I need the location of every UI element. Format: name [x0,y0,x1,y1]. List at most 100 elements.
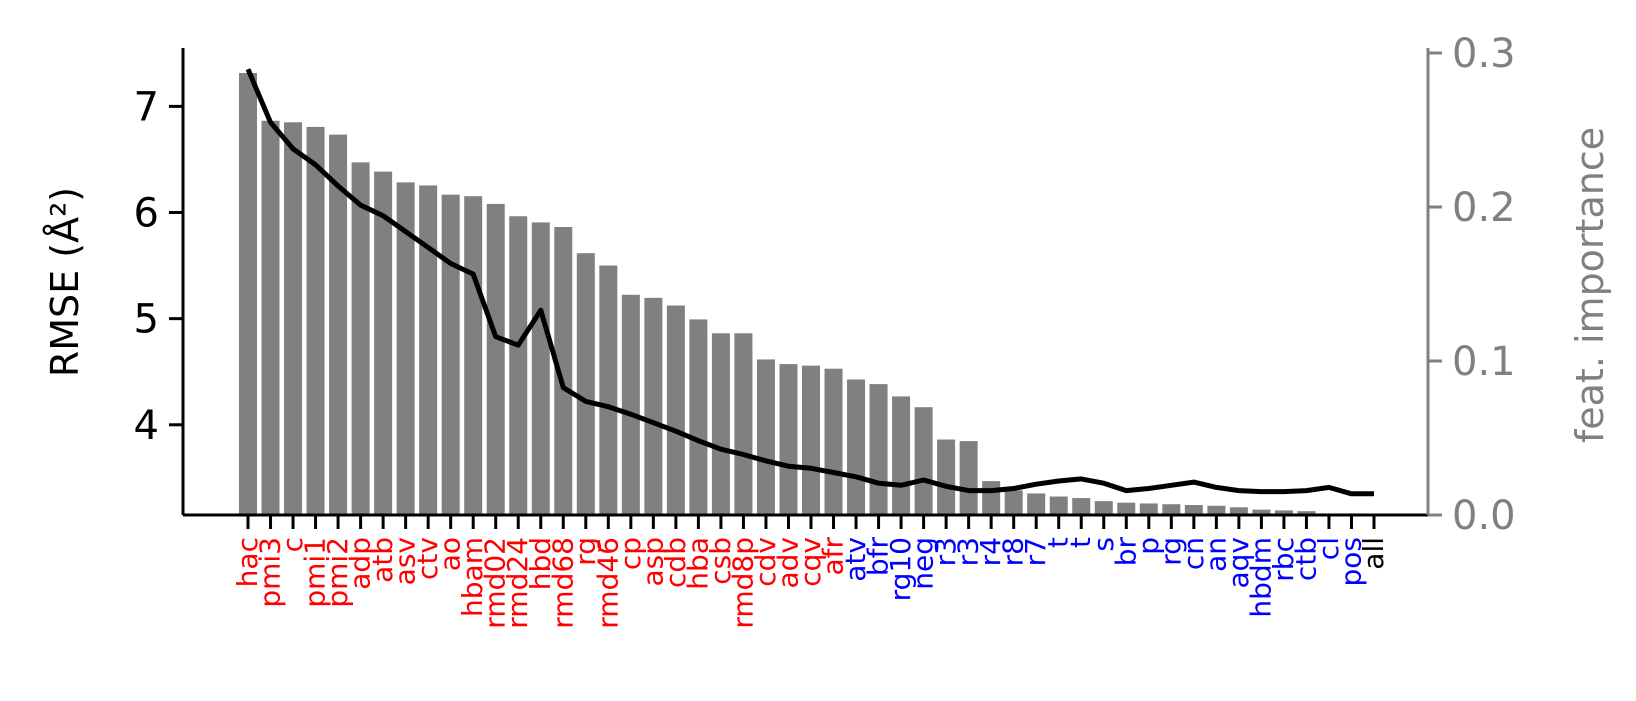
category-label-24: adv [771,537,804,589]
bar-3 [306,126,325,516]
category-label-46: rbc [1267,537,1300,582]
category-label-37: t [1064,537,1097,548]
bar-29 [892,396,911,515]
bar-37 [1072,498,1091,515]
right-axis-title: feat. importance [1568,127,1612,443]
right-tick-label-1: 0.1 [1452,339,1516,385]
bar-26 [824,368,843,515]
bar-18 [644,297,663,515]
bar-24 [779,364,798,515]
category-label-50: all [1357,537,1390,570]
bar-4 [329,134,348,515]
category-label-20: hba [681,537,714,590]
category-label-40: p [1132,537,1165,555]
category-label-26: afr [817,537,850,576]
right-tick-label-3: 0.3 [1452,31,1516,77]
category-label-41: rg [1154,537,1187,566]
category-label-28: bfr [862,537,895,577]
category-label-39: br [1109,537,1142,567]
category-label-34: r8 [997,537,1030,566]
bar-1 [261,120,280,515]
bar-47 [1297,511,1316,515]
right-tick-label-2: 0.2 [1452,185,1516,231]
category-label-17: cp [614,537,647,570]
right-tick-label-0: 0.0 [1452,493,1516,539]
category-label-18: asp [636,537,669,587]
bar-45 [1252,509,1271,515]
bar-8 [419,185,438,515]
category-label-36: t [1042,537,1075,548]
bar-11 [486,203,505,516]
bar-36 [1049,496,1068,515]
bar-6 [374,171,393,515]
bar-10 [464,196,483,515]
left-tick-label-2: 6 [134,191,159,237]
bar-31 [937,439,956,515]
category-label-42: cn [1177,537,1210,570]
category-label-45: hbdm [1244,537,1277,618]
bar-22 [734,333,753,515]
category-label-29: rg10 [884,537,917,601]
category-label-23: cdv [749,537,782,587]
bar-44 [1229,507,1248,515]
bar-5 [351,162,370,515]
left-tick-label-3: 7 [134,84,159,130]
bar-15 [576,253,595,515]
bar-35 [1027,493,1046,515]
category-label-14: rmd68 [546,537,579,629]
left-tick-label-0: 4 [134,403,159,449]
category-label-19: cdb [659,537,692,588]
bar-25 [802,365,820,515]
bar-28 [869,384,888,515]
category-label-44: aqv [1222,537,1255,589]
line-layer [245,68,1374,497]
category-label-35: r7 [1019,537,1052,566]
category-label-0: hac [231,537,264,587]
bar-7 [396,182,415,516]
category-label-13: hbd [524,537,557,590]
category-label-9: ao [434,537,467,571]
bar-14 [554,227,573,515]
category-label-21: csb [704,537,737,585]
bar-21 [711,333,730,515]
bar-16 [599,265,618,515]
category-label-22: rmd8p [726,537,759,629]
bar-43 [1207,505,1226,515]
category-label-48: cl [1312,537,1345,560]
bar-20 [689,319,708,515]
bar-39 [1117,502,1136,515]
category-label-31: r3 [929,537,962,566]
category-label-27: atv [839,537,872,582]
bar-46 [1274,510,1293,515]
category-label-1: pmi3 [254,537,287,608]
category-label-47: ctb [1289,537,1322,581]
bar-23 [756,359,775,515]
category-label-5: adp [344,537,377,590]
bar-32 [959,441,978,515]
bar-17 [621,294,640,515]
labels-layer: 45670.00.10.20.3hacpmi3cpmi1pmi2adpatbas… [43,31,1612,629]
category-label-12: rmd24 [501,537,534,629]
bars-layer [239,73,1361,516]
bar-13 [531,222,550,515]
bar-27 [847,379,866,515]
bar-38 [1094,501,1113,515]
bar-33 [982,481,1001,515]
category-label-32: r3 [952,537,985,566]
left-axis-title: RMSE (Å²) [43,187,87,377]
axes-layer [169,48,1442,529]
bar-19 [666,305,685,515]
category-label-3: pmi1 [299,537,332,608]
category-label-43: an [1199,537,1232,572]
category-label-6: atb [366,537,399,583]
bar-0 [239,73,257,516]
category-label-38: s [1087,537,1120,552]
bar-41 [1162,504,1181,515]
bar-30 [914,407,933,515]
category-label-2: c [276,537,309,552]
bar-34 [1004,490,1023,515]
category-label-11: rmd02 [479,537,512,629]
bar-40 [1139,503,1158,515]
category-label-30: neg [907,537,940,590]
